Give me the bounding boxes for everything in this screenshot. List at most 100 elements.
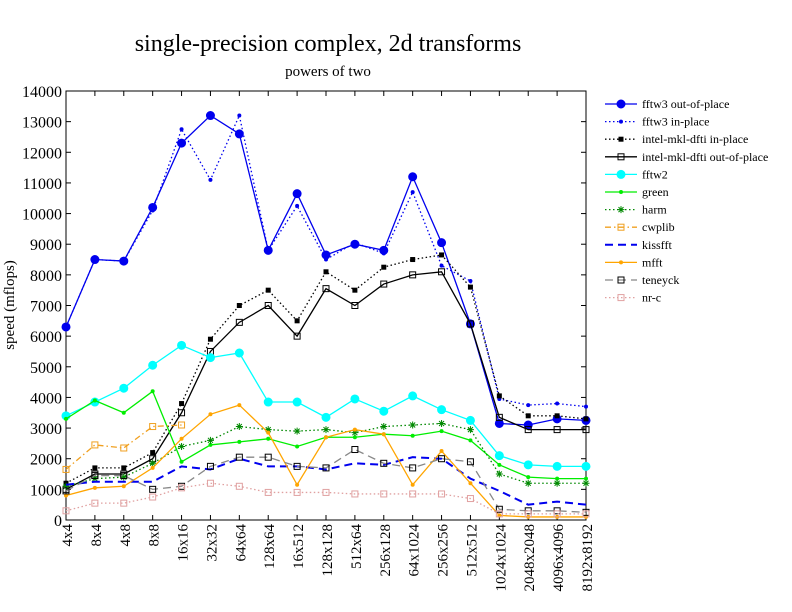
data-point [582,479,590,487]
legend-label: fftw2 [642,167,668,181]
data-point [496,393,502,399]
data-point [120,473,128,481]
x-tick-label: 16x512 [291,524,307,569]
legend-label: mfft [642,255,663,269]
data-point [64,493,68,498]
chart-subtitle: powers of two [285,64,371,80]
data-point [351,446,359,454]
y-tick-label: 11000 [23,176,62,193]
y-tick-label: 13000 [22,115,62,132]
legend-label: fftw3 out-of-place [642,97,729,111]
data-point [523,460,533,470]
x-tick-label: 64x64 [233,524,249,562]
data-point [495,505,503,513]
data-point [91,499,99,507]
data-point [178,442,186,450]
data-point [526,475,531,480]
data-point [439,429,444,434]
data-point [64,324,68,329]
data-point [438,490,446,498]
data-point [234,129,244,139]
legend-label: intel-mkl-dfti out-of-place [642,150,768,164]
data-point [121,259,126,264]
data-point [324,435,328,440]
legend-label: teneyck [642,273,679,287]
data-point [381,251,386,256]
plot-frame [65,90,587,521]
data-point [91,472,99,480]
data-point [438,268,446,276]
x-tick-label: 1024x1024 [493,524,509,592]
data-point [468,278,473,283]
data-point [265,287,271,293]
data-point [408,391,418,401]
data-point [177,138,187,148]
y-tick-label: 7000 [30,299,62,316]
x-tick-label: 16x16 [176,524,192,562]
data-point [293,462,301,470]
x-tick-label: 4096x4096 [551,524,567,592]
data-point [350,394,360,404]
data-point [324,257,328,262]
x-tick-label: 4x8 [118,524,134,547]
legend-marker [617,153,625,161]
data-point [552,461,562,471]
data-point [352,427,357,432]
data-point [321,412,331,422]
y-tick-label: 8000 [30,268,62,285]
data-point [179,436,184,441]
legend-label: kissfft [642,238,672,252]
data-point [295,203,300,208]
data-point [467,284,473,290]
data-point [526,403,531,408]
data-point [438,419,446,427]
data-point [208,177,213,182]
data-point [351,429,359,437]
data-point [264,488,272,496]
data-point [62,465,70,473]
data-point [381,264,387,270]
data-point [553,479,561,487]
data-point [466,458,474,466]
data-point [205,111,215,121]
y-tick-label: 10000 [22,207,62,224]
data-point [205,353,215,363]
data-point [266,436,271,441]
data-point [206,479,214,487]
data-point [207,336,213,342]
data-point [323,269,329,275]
data-point [266,430,271,435]
data-point [379,406,389,416]
y-tick-label: 5000 [30,360,62,377]
legend-marker [617,294,625,302]
data-point [410,433,415,438]
legend-marker [616,169,626,179]
data-point [148,360,158,370]
x-tick-label: 32x32 [204,524,220,562]
legend-marker [616,99,626,109]
data-point [437,405,447,415]
data-point [150,450,156,456]
data-point [295,444,300,449]
x-tick-label: 512x512 [464,524,480,577]
data-point [179,401,185,407]
y-tick-label: 14000 [22,84,62,101]
data-point [264,426,272,434]
data-point [584,404,588,409]
data-point [322,426,330,434]
data-point [92,398,97,403]
data-point [62,482,70,490]
data-point [497,462,502,467]
data-point [494,451,504,461]
data-point [237,403,242,408]
data-point [322,488,330,496]
data-point [408,172,418,182]
data-point [352,287,358,293]
data-point [524,479,532,487]
data-point [322,464,330,472]
data-point [555,401,560,406]
x-tick-label: 64x1024 [407,524,423,577]
data-point [555,476,560,481]
data-point [410,257,416,263]
